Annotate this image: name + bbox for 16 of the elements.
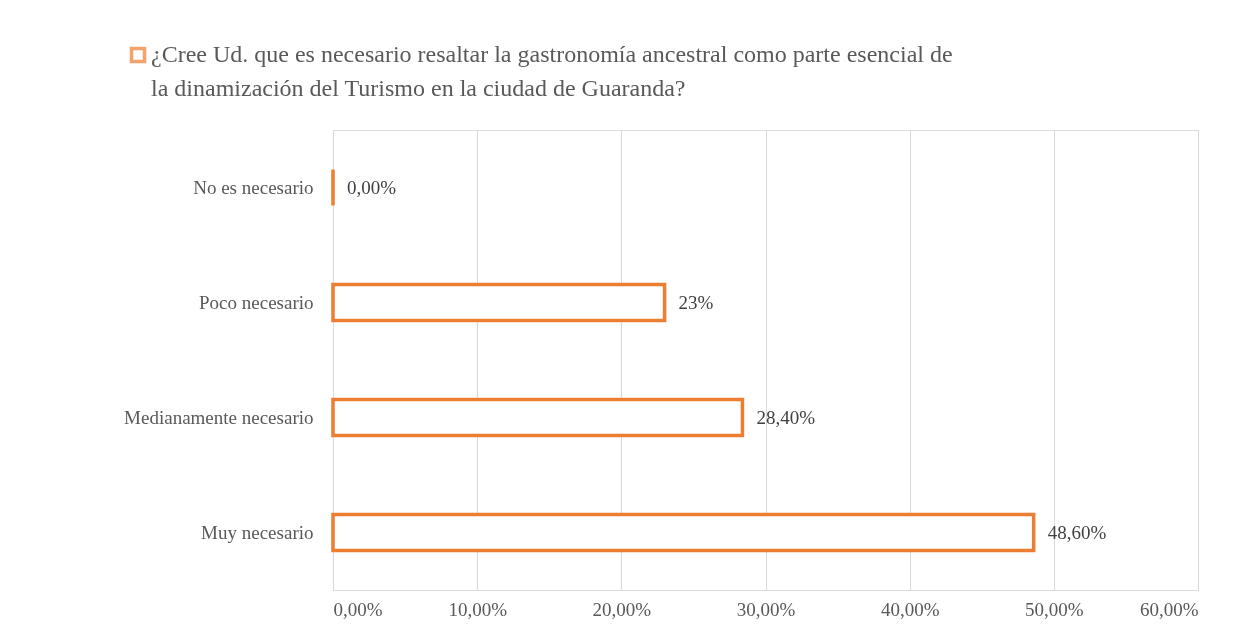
x-tick-label: 0,00%	[333, 598, 383, 620]
data-label: 28,40%	[756, 406, 816, 428]
data-label: 23%	[678, 291, 714, 313]
y-tick-label: Muy necesario	[201, 521, 314, 543]
x-tick-label: 20,00%	[592, 598, 652, 620]
x-tick-label: 10,00%	[448, 598, 508, 620]
y-tick-label: Poco necesario	[199, 291, 314, 313]
legend-label: ¿Cree Ud. que es necesario resaltar la gastronomía ancestral como parte esencial de la dinamización del Turismo en la ciudad de Guaranda?	[151, 41, 953, 101]
x-tick-label: 30,00%	[736, 598, 796, 620]
y-tick-label: No es necesario	[193, 176, 314, 198]
y-tick-label: Medianamente necesario	[124, 406, 314, 428]
x-tick-label: 50,00%	[1025, 598, 1084, 620]
x-tick-label: 40,00%	[880, 598, 940, 620]
data-label: 48,60%	[1047, 521, 1107, 543]
x-tick-label: 60,00%	[1139, 598, 1199, 620]
data-label: 0,00%	[347, 176, 397, 198]
